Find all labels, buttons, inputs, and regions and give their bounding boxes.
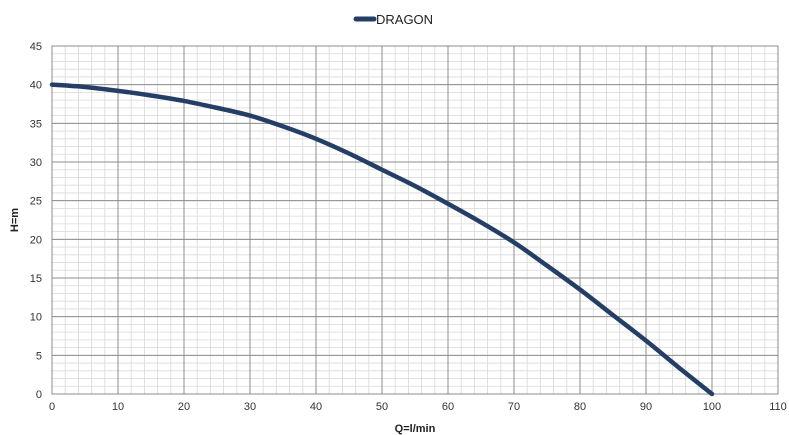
series-layer <box>49 82 715 397</box>
x-tick-label: 100 <box>703 401 721 413</box>
plot-frame <box>51 45 779 395</box>
x-tick-label: 0 <box>49 401 55 413</box>
x-tick-label: 20 <box>178 401 190 413</box>
x-tick-label: 50 <box>376 401 388 413</box>
y-tick-label: 20 <box>30 234 42 246</box>
y-tick-label: 25 <box>30 196 42 208</box>
x-tick-label: 60 <box>442 401 454 413</box>
y-tick-label: 5 <box>36 350 42 362</box>
x-tick-label: 80 <box>574 401 586 413</box>
y-axis-title: H=m <box>9 208 21 232</box>
x-tick-label: 110 <box>769 401 787 413</box>
x-tick-label: 90 <box>640 401 652 413</box>
y-tick-label: 35 <box>30 118 42 130</box>
x-tick-label: 40 <box>310 401 322 413</box>
y-tick-label: 0 <box>36 389 42 401</box>
y-tick-label: 40 <box>30 80 42 92</box>
x-tick-label: 70 <box>508 401 520 413</box>
x-tick-label: 10 <box>112 401 124 413</box>
y-tick-label: 45 <box>30 41 42 53</box>
series-line-dragon <box>49 82 715 397</box>
x-axis-ticks: 0 10 20 30 40 50 60 70 80 90 100 110 <box>49 401 787 413</box>
y-tick-label: 15 <box>30 273 42 285</box>
legend: DRAGON <box>353 12 433 27</box>
y-tick-label: 10 <box>30 312 42 324</box>
y-tick-label: 30 <box>30 157 42 169</box>
legend-label-dragon: DRAGON <box>376 12 433 27</box>
x-axis-title: Q=l/min <box>395 423 436 435</box>
x-tick-label: 30 <box>244 401 256 413</box>
y-axis-ticks: 0 5 10 15 20 25 30 35 40 45 <box>30 41 42 401</box>
